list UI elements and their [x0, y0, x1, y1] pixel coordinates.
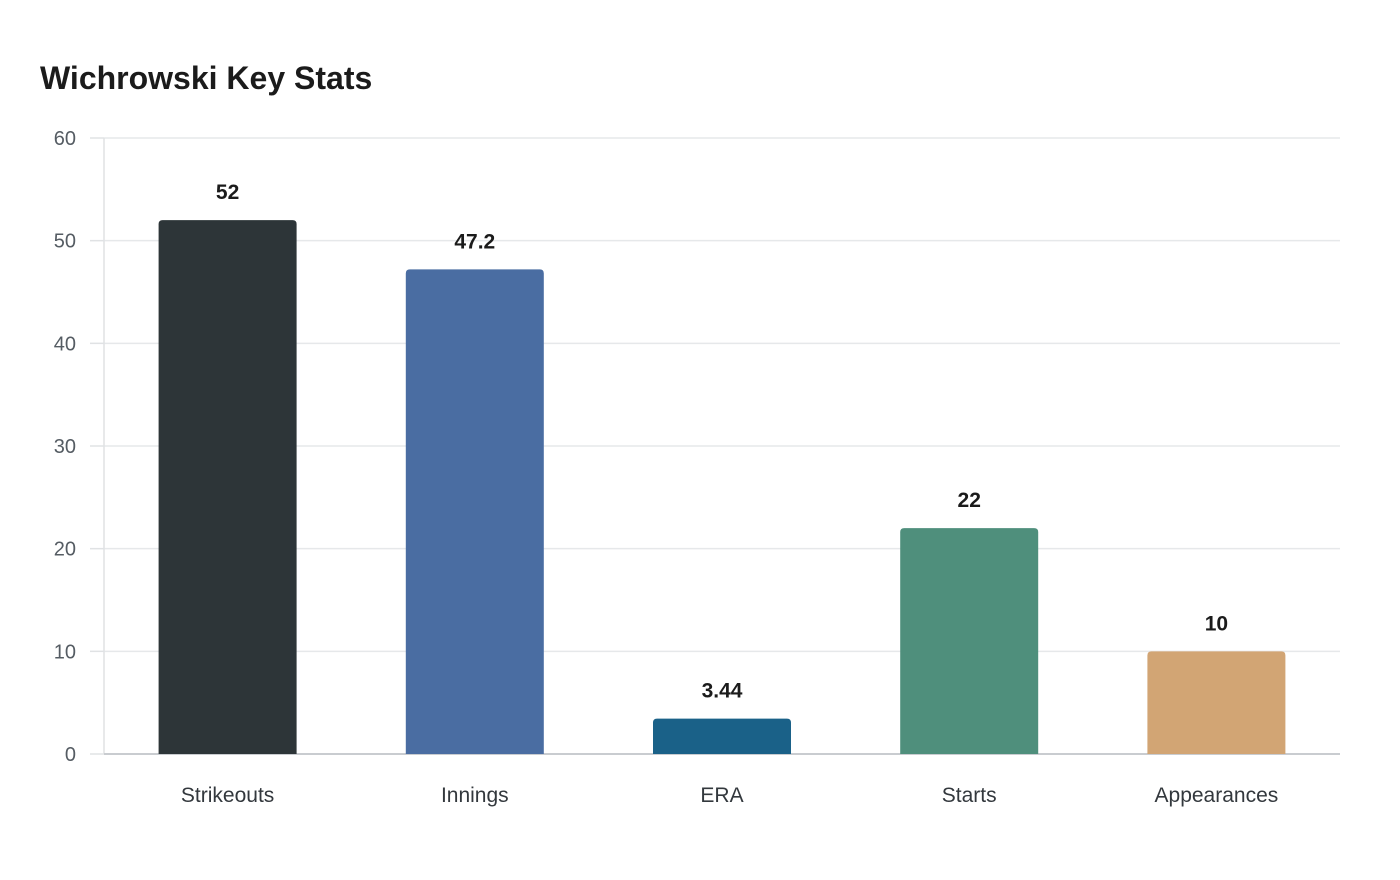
- data-label-innings: 47.2: [454, 230, 495, 253]
- y-tick-label: 40: [54, 333, 76, 355]
- y-tick-label: 50: [54, 231, 76, 253]
- x-tick-label-era: ERA: [700, 784, 743, 807]
- x-tick-label-appearances: Appearances: [1155, 784, 1279, 807]
- x-axis-ticks: Strikeouts Innings ERA Starts Appearances: [181, 784, 1278, 807]
- data-label-appearances: 10: [1205, 612, 1228, 635]
- bar-innings: [405, 269, 544, 754]
- x-tick-label-strikeouts: Strikeouts: [181, 784, 274, 807]
- data-label-strikeouts: 52: [216, 181, 239, 204]
- bar-era: [653, 718, 791, 754]
- y-tick-label: 30: [54, 436, 76, 458]
- chart-title: Wichrowski Key Stats: [40, 60, 373, 96]
- x-tick-label-innings: Innings: [441, 784, 509, 807]
- bar-appearances: [1147, 651, 1286, 754]
- bar-strikeouts: [158, 220, 297, 755]
- data-label-era: 3.44: [702, 680, 743, 703]
- bar-starts: [900, 528, 1039, 754]
- y-tick-label: 10: [54, 641, 76, 663]
- x-tick-label-starts: Starts: [942, 784, 997, 807]
- bars: [158, 220, 1286, 755]
- y-tick-label: 60: [54, 128, 76, 150]
- y-axis-ticks: 0 10 20 30 40 50 60: [54, 128, 76, 766]
- gridlines: [104, 137, 1340, 653]
- y-tick-label: 0: [65, 744, 76, 766]
- data-labels: 52 47.2 3.44 22 10: [216, 181, 1228, 703]
- data-label-starts: 22: [958, 489, 981, 512]
- y-tick-label: 20: [54, 539, 76, 561]
